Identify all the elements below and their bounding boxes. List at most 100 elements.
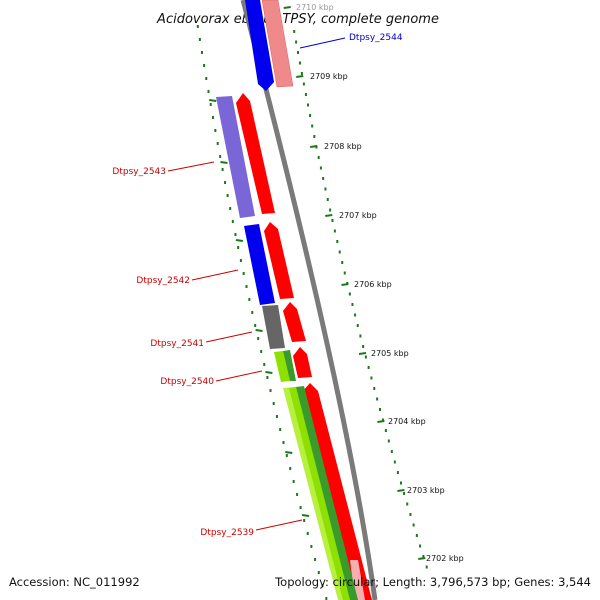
- major-tick: [325, 214, 333, 217]
- major-tick: [310, 145, 318, 148]
- ring-dot: [324, 187, 327, 191]
- ring-dot: [356, 324, 359, 327]
- ring-dot: [425, 565, 428, 569]
- ring-dot: [317, 156, 320, 159]
- ring-dot: [226, 194, 229, 197]
- minor-tick: [235, 239, 244, 242]
- ring-dot: [209, 103, 212, 106]
- ring-dot: [329, 208, 332, 212]
- gene-feature-reverse[interactable]: [244, 224, 275, 305]
- tick-label-2705: 2705 kbp: [371, 349, 409, 358]
- ring-dot: [406, 502, 409, 506]
- gene-feature-reverse[interactable]: [245, 0, 274, 91]
- ring-dot: [370, 376, 373, 380]
- ring-dot: [245, 285, 248, 288]
- major-tick: [341, 283, 349, 286]
- ring-dot: [260, 350, 263, 353]
- gene-feature-reverse[interactable]: [262, 305, 285, 349]
- tick-label-2708: 2708 kbp: [324, 142, 362, 151]
- minor-tick: [265, 371, 273, 374]
- ring-dot: [419, 544, 422, 548]
- minor-tick: [285, 451, 293, 454]
- gene-feature-forward[interactable]: [236, 93, 275, 214]
- label-leader-line: [205, 331, 253, 343]
- inner-dotted-ring: [196, 25, 328, 600]
- ring-dot: [373, 387, 376, 390]
- gene-feature-reverse[interactable]: [216, 96, 255, 218]
- gene-feature-forward[interactable]: [283, 302, 306, 342]
- ring-dot: [295, 40, 298, 44]
- ring-dot: [333, 229, 336, 233]
- gene-feature-reverse[interactable]: [274, 351, 290, 382]
- ring-dot: [306, 532, 309, 535]
- tick-label-2709: 2709 kbp: [310, 72, 348, 81]
- gene-feature-forward[interactable]: [261, 0, 294, 88]
- ring-dot: [292, 480, 295, 483]
- gene-feature-forward[interactable]: [302, 383, 372, 600]
- ring-dot: [297, 51, 300, 54]
- major-tick: [283, 6, 291, 9]
- gene-feature-reverse[interactable]: [283, 350, 296, 381]
- ring-dot: [214, 129, 217, 132]
- ring-dot: [298, 61, 301, 65]
- major-tick: [358, 352, 367, 355]
- ring-dot: [231, 220, 234, 223]
- ring-dot: [205, 77, 208, 80]
- ring-dot: [331, 219, 334, 222]
- tick-label-2706: 2706 kbp: [354, 280, 392, 289]
- outer-tick-ring: [283, 6, 428, 569]
- gene-label-dtpsy-2539[interactable]: Dtpsy_2539: [200, 528, 254, 538]
- ring-dot: [415, 534, 418, 537]
- gene-feature-forward[interactable]: [293, 347, 312, 378]
- ring-dot: [304, 93, 307, 96]
- ring-dot: [293, 30, 296, 33]
- major-tick: [296, 75, 304, 78]
- gene-feature-reverse[interactable]: [296, 386, 358, 600]
- gene-label-dtpsy-2544[interactable]: Dtpsy_2544: [349, 33, 403, 43]
- gene-label-dtpsy-2542[interactable]: Dtpsy_2542: [136, 276, 190, 286]
- ring-dot: [248, 298, 251, 301]
- label-leader-line: [191, 269, 239, 281]
- ring-dot: [381, 418, 384, 422]
- ring-dot: [229, 207, 232, 210]
- major-tick: [418, 557, 426, 560]
- tick-label-2703: 2703 kbp: [407, 486, 445, 495]
- ring-dot: [314, 558, 317, 561]
- ring-dot: [299, 506, 302, 509]
- label-leader-line: [255, 519, 303, 531]
- ring-dot: [289, 467, 292, 470]
- ring-dot: [326, 198, 329, 201]
- ring-dot: [348, 292, 351, 296]
- ring-dot: [239, 259, 242, 262]
- minor-tick: [301, 514, 310, 517]
- ring-dot: [403, 492, 406, 495]
- ring-dot: [379, 408, 382, 411]
- ring-dot: [396, 471, 399, 474]
- ring-dot: [338, 250, 341, 254]
- ring-dot: [336, 240, 339, 243]
- ring-dot: [384, 429, 387, 432]
- tick-label-2704: 2704 kbp: [388, 417, 426, 426]
- gene-feature-forward[interactable]: [264, 222, 294, 299]
- ring-dot: [343, 271, 346, 275]
- gene-label-dtpsy-2543[interactable]: Dtpsy_2543: [112, 167, 166, 177]
- tick-label-2710: 2710 kbp: [296, 3, 334, 12]
- gene-feature-reverse[interactable]: [289, 387, 350, 600]
- ring-dot: [367, 366, 370, 369]
- ring-dot: [263, 363, 266, 366]
- accession-text: Accession: NC_011992: [9, 575, 140, 589]
- ring-dot: [319, 166, 322, 170]
- gene-label-dtpsy-2541[interactable]: Dtpsy_2541: [150, 339, 204, 349]
- ring-dot: [409, 513, 412, 516]
- gene-label-dtpsy-2540[interactable]: Dtpsy_2540: [160, 377, 214, 387]
- ring-dot: [216, 142, 219, 145]
- ring-dot: [272, 402, 275, 405]
- ring-dot: [313, 135, 316, 138]
- ring-dot: [393, 460, 396, 464]
- ring-dot: [325, 597, 328, 600]
- major-tick: [397, 489, 405, 492]
- label-leader-line: [299, 37, 346, 49]
- ring-dot: [300, 72, 303, 75]
- ring-dot: [198, 38, 201, 41]
- ring-dot: [364, 355, 367, 359]
